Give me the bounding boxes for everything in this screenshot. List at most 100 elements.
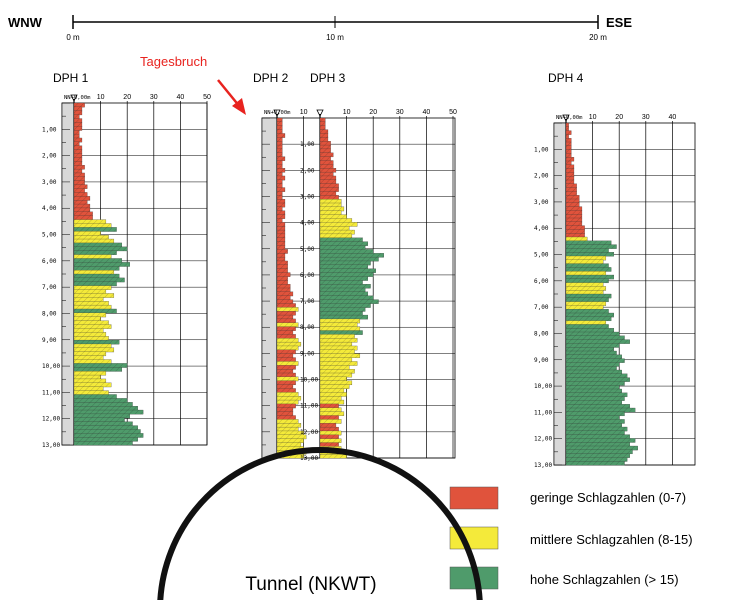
blow-count-bar-hatch bbox=[565, 221, 583, 227]
x-tick-label: 40 bbox=[669, 114, 677, 121]
blow-count-bar-hatch bbox=[276, 345, 299, 351]
x-tick-label: 20 bbox=[369, 109, 377, 116]
blow-count-bar-hatch bbox=[319, 195, 339, 200]
blow-count-bar-hatch bbox=[319, 438, 342, 443]
blow-count-bar-hatch bbox=[319, 380, 353, 386]
blow-count-bar-hatch bbox=[565, 271, 607, 276]
x-tick-label: 40 bbox=[177, 94, 185, 101]
blow-count-bar-hatch bbox=[565, 415, 620, 420]
blow-count-bar-hatch bbox=[73, 394, 117, 399]
blow-count-bar-hatch bbox=[319, 454, 347, 459]
blow-count-bar-hatch bbox=[565, 358, 625, 363]
blow-count-bar-hatch bbox=[276, 160, 283, 165]
blow-count-bar-hatch bbox=[73, 328, 104, 333]
depth-label: 9,00 bbox=[534, 357, 549, 364]
blow-count-bar-hatch bbox=[73, 157, 83, 162]
blow-count-bar-hatch bbox=[565, 328, 615, 333]
blow-count-bar-hatch bbox=[565, 423, 622, 428]
tagesbruch-arrow bbox=[217, 79, 241, 108]
tunnel: Tunnel (NKWT) bbox=[157, 447, 483, 605]
blow-count-bar-hatch bbox=[73, 133, 80, 139]
blow-count-bar-hatch bbox=[73, 114, 80, 119]
blow-count-bar-hatch bbox=[319, 179, 337, 185]
blow-count-bar-hatch bbox=[73, 374, 101, 380]
depth-label: 10,00 bbox=[42, 363, 60, 370]
blow-count-bar-hatch bbox=[276, 326, 296, 331]
blow-count-bar-hatch bbox=[73, 390, 109, 395]
blow-count-bar-hatch bbox=[276, 264, 288, 270]
blow-count-bar-hatch bbox=[319, 419, 342, 424]
blow-count-bar-hatch bbox=[73, 266, 120, 271]
blow-count-bar-hatch bbox=[565, 153, 572, 158]
blow-count-bar-hatch bbox=[319, 199, 342, 204]
blow-count-bar-hatch bbox=[319, 407, 342, 413]
tagesbruch-label: Tagesbruch bbox=[140, 54, 207, 69]
blow-count-bar-hatch bbox=[565, 263, 609, 268]
blow-count-bar-hatch bbox=[565, 411, 625, 417]
blow-count-bar-hatch bbox=[565, 122, 569, 128]
blow-count-bar-hatch bbox=[565, 438, 636, 443]
blow-count-bar-hatch bbox=[73, 110, 83, 116]
blow-count-bar-hatch bbox=[565, 385, 620, 390]
blow-count-bar-hatch bbox=[73, 235, 109, 240]
blow-count-bar-hatch bbox=[73, 355, 104, 360]
blow-count-bar-hatch bbox=[565, 377, 630, 382]
blow-count-bar-hatch bbox=[565, 434, 630, 439]
blow-count-bar-hatch bbox=[276, 141, 283, 146]
blow-count-bar-hatch bbox=[276, 423, 302, 428]
blow-count-bar-hatch bbox=[276, 399, 299, 405]
blow-count-bar-hatch bbox=[73, 203, 91, 209]
depth-label: 8,00 bbox=[534, 330, 549, 337]
blow-count-bar-hatch bbox=[73, 122, 83, 127]
surface-marker bbox=[273, 109, 281, 117]
blow-count-bar-hatch bbox=[73, 137, 83, 143]
blow-count-bar-hatch bbox=[276, 303, 296, 308]
blow-count-bar-hatch bbox=[319, 202, 342, 208]
blow-count-bar-hatch bbox=[565, 316, 612, 322]
depth-label: 8,00 bbox=[300, 324, 315, 331]
blow-count-bar-hatch bbox=[319, 276, 369, 281]
blow-count-bar-hatch bbox=[565, 445, 638, 451]
tunnel-label: Tunnel (NKWT) bbox=[245, 574, 376, 595]
blow-count-bar-hatch bbox=[73, 378, 107, 384]
blow-count-bar-hatch bbox=[73, 371, 107, 376]
blow-count-bar-hatch bbox=[319, 175, 337, 181]
blow-count-bar-hatch bbox=[276, 291, 294, 297]
blow-count-bar-hatch bbox=[276, 299, 294, 304]
blow-count-bar-hatch bbox=[565, 145, 572, 151]
probe-dph1: 10 20 30 40 50 NN+0,00m 1,00 2,00 3,00 4,00 5,00 6,… bbox=[42, 94, 211, 449]
blow-count-bar-hatch bbox=[319, 369, 355, 374]
blow-count-bar-hatch bbox=[319, 384, 350, 389]
blow-count-bar-hatch bbox=[73, 398, 128, 403]
blow-count-bar-hatch bbox=[73, 246, 128, 252]
scale-tick-10: 10 m bbox=[326, 33, 344, 42]
depth-label: 6,00 bbox=[300, 272, 315, 279]
blow-count-bar-hatch bbox=[319, 349, 355, 355]
blow-count-bar-hatch bbox=[73, 106, 83, 112]
blow-count-bar-hatch bbox=[276, 241, 286, 246]
x-tick-label: 50 bbox=[203, 94, 211, 101]
blow-count-bar-hatch bbox=[565, 320, 607, 325]
blow-count-bar-hatch bbox=[73, 126, 83, 131]
blow-count-bar-hatch bbox=[73, 301, 109, 306]
blow-count-bar-hatch bbox=[565, 453, 630, 458]
blow-count-bar-hatch bbox=[319, 156, 331, 161]
blow-count-bar-hatch bbox=[319, 345, 358, 351]
blow-count-bar-hatch bbox=[276, 280, 288, 285]
blow-count-bar-hatch bbox=[565, 236, 588, 242]
blow-count-bar-hatch bbox=[73, 184, 88, 189]
blow-count-bar-hatch bbox=[319, 303, 371, 308]
depth-label: 3,00 bbox=[42, 179, 57, 186]
blow-count-bar-hatch bbox=[319, 222, 358, 227]
tagesbruch-annotation: Tagesbruch bbox=[140, 54, 246, 115]
blow-count-bar-hatch bbox=[319, 314, 369, 320]
blow-count-bar-hatch bbox=[319, 137, 329, 142]
probe-title-dph3: DPH 3 bbox=[310, 71, 346, 85]
blow-count-bar-hatch bbox=[319, 353, 361, 358]
blow-count-bar-hatch bbox=[565, 160, 572, 166]
x-tick-label: 10 bbox=[343, 109, 351, 116]
blow-count-bar-hatch bbox=[276, 334, 296, 339]
blow-count-bar-hatch bbox=[319, 326, 361, 331]
blow-count-bar-hatch bbox=[276, 392, 299, 397]
surface-marker bbox=[562, 114, 570, 122]
